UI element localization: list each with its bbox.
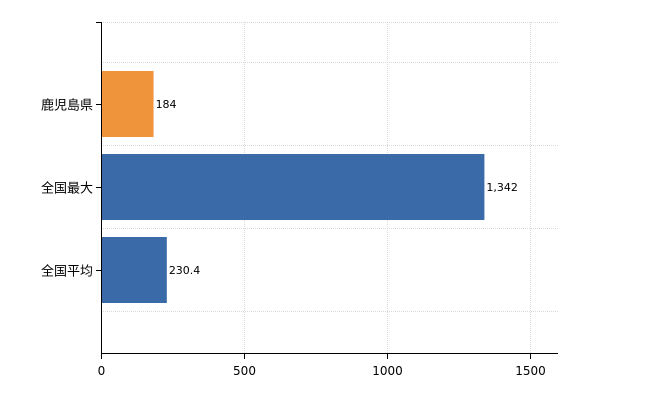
data-label-0: 184 bbox=[156, 98, 177, 111]
x-tick-label-2: 1000 bbox=[372, 364, 403, 378]
labels: 184 鹿児島県 1,342 全国最大 230.4 全国平均 0 500 1000 1500 bbox=[41, 98, 546, 379]
grid bbox=[101, 22, 558, 353]
data-label-2: 230.4 bbox=[169, 264, 201, 277]
bar-1 bbox=[102, 154, 485, 220]
y-tick-label-1: 全国最大 bbox=[41, 181, 93, 197]
x-tick-label-1: 500 bbox=[233, 364, 256, 378]
bars bbox=[102, 71, 485, 303]
x-tick-label-0: 0 bbox=[98, 364, 106, 378]
bar-0 bbox=[102, 71, 154, 137]
bar-2 bbox=[102, 237, 167, 303]
data-label-1: 1,342 bbox=[486, 181, 518, 194]
y-tick-label-2: 全国平均 bbox=[41, 264, 93, 280]
y-tick-label-0: 鹿児島県 bbox=[41, 98, 93, 114]
axes bbox=[96, 22, 558, 359]
x-tick-label-3: 1500 bbox=[515, 364, 546, 378]
